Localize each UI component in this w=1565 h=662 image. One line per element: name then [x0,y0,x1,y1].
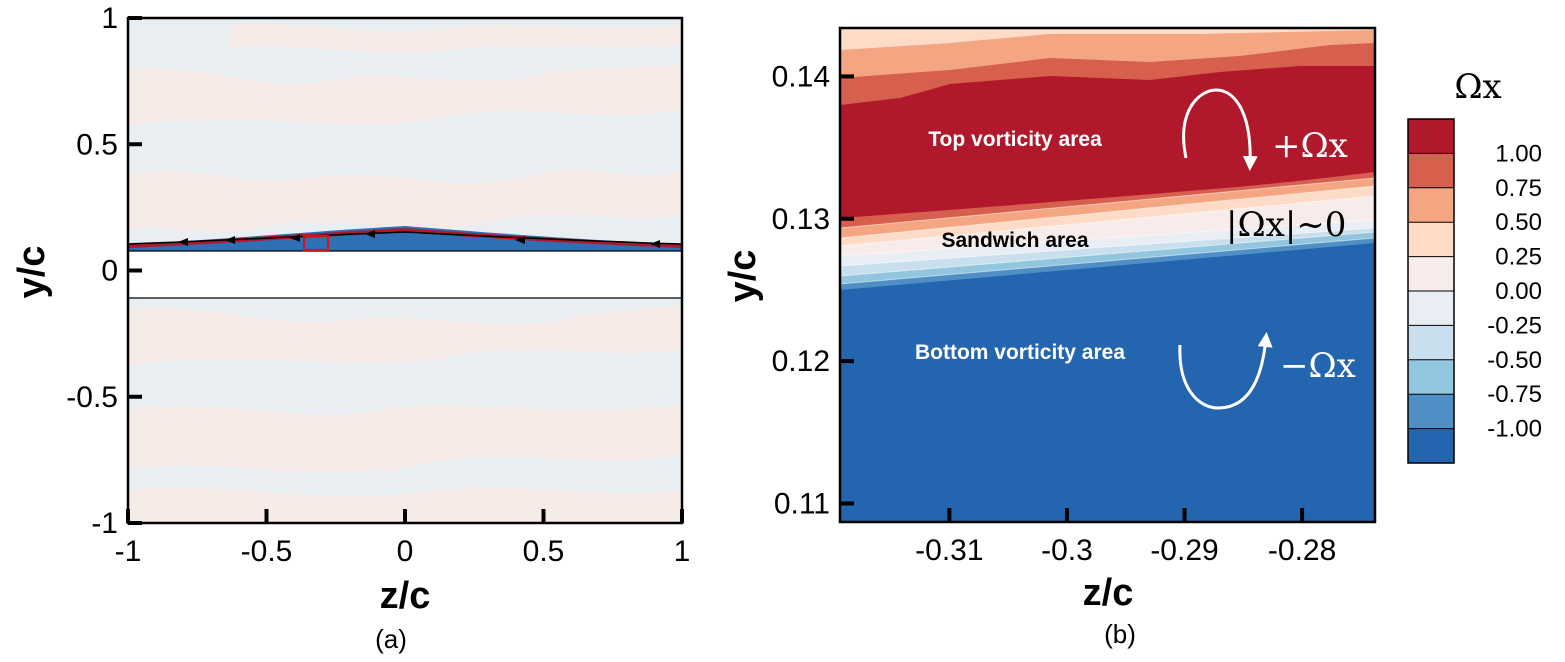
colorbar-labels: 1.00 0.75 0.50 0.25 0.00 -0.25 -0.50 -0.75 -1.00 [1487,140,1542,442]
panel-a-x-tick-label: -0.5 [241,535,293,568]
label-sandwich-area: Sandwich area [941,229,1088,252]
panel-a-x-tick-label: -1 [115,535,142,568]
panel-a-x-ticks: -1 -0.5 0 0.5 1 [115,509,691,568]
panel-a-y-tick-label: 0 [101,255,118,288]
panel-a-y-tick-label: 0.5 [76,128,118,161]
panel-b-field [840,28,1375,522]
panel-a-negative-vorticity-band [128,226,682,252]
panel-b-x-axis-title: z/c [1083,572,1134,614]
panel-b-y-tick-label: 0.12 [772,345,830,378]
label-bottom-vorticity-area: Bottom vorticity area [915,341,1125,364]
colorbar-level-label: -0.75 [1487,381,1542,408]
panel-a-y-tick-label: -1 [91,507,118,540]
panel-a-x-tick-label: 1 [674,535,691,568]
colorbar-swatch [1408,222,1454,257]
colorbar-swatch [1408,359,1454,395]
panel-a-x-tick-label: 0.5 [523,535,565,568]
panel-b-x-ticks: -0.31 -0.3 -0.29 -0.28 [915,508,1336,567]
colorbar-level-label: 0.50 [1495,209,1542,236]
panel-a-interface-line [128,231,682,245]
colorbar-level-label: -1.00 [1487,416,1542,443]
colorbar: Ωx 1.00 0.75 0.50 0.25 0.00 -0.25 -0.50 -0.75 -1… [1407,67,1542,464]
colorbar-level-label: 0.25 [1495,244,1542,271]
colorbar-swatch [1408,325,1454,360]
colorbar-title: Ωx [1454,67,1501,107]
label-plus-omega: +Ωx [1272,126,1348,166]
panel-a-flow-arrows [178,230,660,248]
colorbar-level-label: 1.00 [1495,140,1542,167]
colorbar-level-label: 0.00 [1495,278,1542,305]
caption-b: (b) [1104,619,1136,649]
colorbar-level-label: -0.25 [1487,312,1542,339]
colorbar-swatch [1408,394,1454,429]
panel-b-x-tick-label: -0.31 [915,534,983,567]
panel-a-body-region [128,251,682,298]
colorbar-swatch [1408,153,1454,188]
negative-rotation-arrow [1178,332,1273,410]
colorbar-level-label: 0.75 [1495,175,1542,202]
panel-a-y-tick-label: -0.5 [66,381,118,414]
panel-b-frame [838,26,1377,524]
panel-a-positive-vorticity-band [128,227,682,248]
colorbar-swatch [1408,428,1454,463]
panel-b-y-tick-label: 0.11 [774,487,830,520]
colorbar-swatches [1407,118,1455,464]
panel-a-zoom-box [303,235,329,251]
panel-a-y-tick-label: 1 [101,2,118,35]
panel-b-x-tick-label: -0.3 [1041,534,1093,567]
panel-a: -1 -0.5 0 0.5 1 -1 -0.5 0 0.5 1 z/c y/c (a) [11,2,690,654]
colorbar-swatch [1408,256,1454,291]
positive-rotation-arrow [1182,88,1258,171]
panel-b-x-tick-label: -0.28 [1268,534,1336,567]
colorbar-swatch [1408,187,1454,223]
label-minus-omega: −Ωx [1280,346,1356,386]
panel-a-x-tick-label: 0 [397,535,414,568]
panel-a-x-axis-title: z/c [380,575,431,617]
panel-a-y-axis-title: y/c [11,246,53,299]
panel-b-x-tick-label: -0.29 [1150,534,1218,567]
label-zero-omega: |Ωx|~0 [1226,205,1346,245]
colorbar-swatch [1408,119,1454,154]
panel-a-field [128,18,682,523]
colorbar-level-label: -0.50 [1487,347,1542,374]
panel-b-y-tick-label: 0.14 [772,60,830,93]
panel-b-y-ticks: 0.11 0.12 0.13 0.14 [772,60,854,520]
label-top-vorticity-area: Top vorticity area [928,128,1102,151]
colorbar-swatch [1408,291,1454,326]
caption-a: (a) [375,624,407,654]
panel-b: Top vorticity area Sandwich area Bottom … [722,26,1377,649]
panel-a-y-ticks: -1 -0.5 0 0.5 1 [66,2,142,540]
panel-b-y-axis-title: y/c [722,250,764,303]
panel-b-y-tick-label: 0.13 [772,203,830,236]
